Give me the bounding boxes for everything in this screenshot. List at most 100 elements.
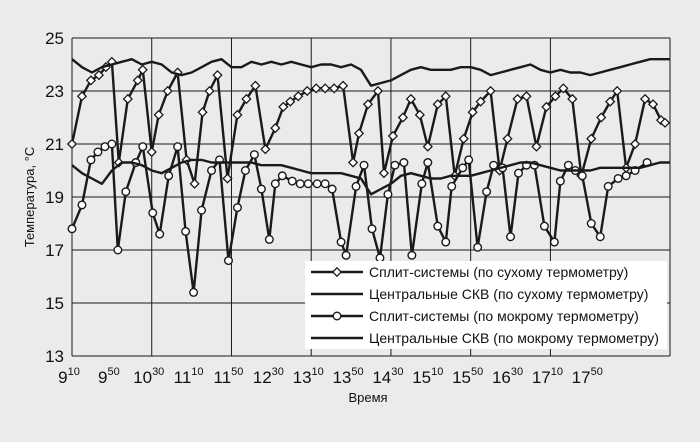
legend-label: Сплит-системы (по мокрому термометру) <box>369 308 639 324</box>
data-point-diamond <box>596 112 607 123</box>
data-point-diamond <box>232 109 243 120</box>
data-point-circle <box>155 229 165 239</box>
x-tick-minute: 50 <box>231 366 243 378</box>
data-point-circle <box>458 163 468 173</box>
x-tick-minute: 10 <box>312 366 324 378</box>
data-point-circle <box>383 189 393 199</box>
y-tick-label: 15 <box>45 294 64 313</box>
data-point-diamond <box>329 83 340 94</box>
data-point-diamond <box>189 178 200 189</box>
data-point-diamond <box>76 91 88 102</box>
data-point-circle <box>390 160 400 170</box>
data-point-circle <box>86 155 96 165</box>
data-point-diamond <box>320 83 331 94</box>
x-tick-minute: 30 <box>511 366 523 378</box>
data-point-diamond <box>414 109 425 120</box>
data-point-diamond <box>378 168 390 179</box>
data-point-diamond <box>550 91 561 102</box>
x-tick-label: 1430 <box>372 366 403 387</box>
data-point-circle <box>207 165 217 175</box>
data-point-diamond <box>397 112 409 123</box>
data-point-diamond <box>270 122 281 134</box>
data-point-circle <box>295 179 305 189</box>
data-point-diamond <box>311 83 322 94</box>
data-point-diamond <box>122 93 133 105</box>
data-point-circle <box>407 250 417 260</box>
data-point-diamond <box>285 96 296 107</box>
data-point-circle <box>336 237 346 247</box>
data-point-diamond <box>362 99 374 110</box>
data-point-circle <box>423 158 433 168</box>
data-point-circle <box>417 179 427 189</box>
data-point-circle <box>197 205 207 215</box>
data-point-diamond <box>153 109 164 120</box>
data-point-diamond <box>162 85 173 97</box>
x-tick-hour: 13 <box>332 368 351 387</box>
data-point-circle <box>577 171 587 181</box>
data-point-diamond <box>66 138 78 150</box>
data-point-circle <box>107 139 117 149</box>
x-tick-minute: 30 <box>272 366 284 378</box>
data-point-diamond <box>605 96 616 107</box>
legend-marker-circle <box>332 311 342 321</box>
data-point-circle <box>287 176 297 186</box>
legend-label: Центральные СКВ (по мокрому термометру) <box>369 330 659 346</box>
x-tick-label: 1510 <box>412 366 443 387</box>
data-point-diamond <box>172 67 183 78</box>
y-tick-label: 21 <box>45 135 64 154</box>
x-tick-hour: 15 <box>412 368 431 387</box>
data-point-diamond <box>612 85 623 97</box>
data-point-circle <box>595 232 605 242</box>
data-point-circle <box>277 171 287 181</box>
data-point-diamond <box>347 157 359 168</box>
data-point-diamond <box>639 93 651 105</box>
x-tick-label: 910 <box>58 366 80 387</box>
data-point-circle <box>586 218 596 228</box>
data-point-circle <box>312 179 322 189</box>
data-point-circle <box>341 250 351 260</box>
data-point-circle <box>249 150 259 160</box>
data-point-diamond <box>586 133 597 144</box>
x-tick-label: 1350 <box>332 366 363 387</box>
data-point-circle <box>539 221 549 231</box>
x-tick-label: 1110 <box>174 366 204 387</box>
data-point-circle <box>320 179 330 189</box>
data-point-circle <box>621 171 631 181</box>
data-point-circle <box>482 187 492 197</box>
data-point-diamond <box>422 141 433 152</box>
data-point-circle <box>603 181 613 191</box>
data-point-circle <box>514 168 524 178</box>
data-point-circle <box>93 147 103 157</box>
data-point-circle <box>303 179 313 189</box>
data-point-circle <box>506 232 516 242</box>
x-tick-minute: 10 <box>551 366 563 378</box>
data-point-diamond <box>212 69 223 81</box>
x-tick-minute: 30 <box>391 366 403 378</box>
x-tick-hour: 15 <box>452 368 471 387</box>
data-point-circle <box>359 160 369 170</box>
data-point-circle <box>351 181 361 191</box>
legend-label: Сплит-системы (по сухому термометру) <box>369 264 628 280</box>
data-point-diamond <box>432 99 443 110</box>
data-point-diamond <box>541 101 552 113</box>
x-tick-label: 950 <box>98 366 120 387</box>
data-point-diamond <box>659 117 671 128</box>
data-point-diamond <box>567 93 578 105</box>
data-point-circle <box>270 179 280 189</box>
data-point-circle <box>264 234 274 244</box>
data-point-circle <box>223 256 233 266</box>
data-point-circle <box>473 242 483 252</box>
x-tick-label: 1230 <box>253 366 284 387</box>
x-tick-hour: 11 <box>174 368 192 387</box>
data-point-diamond <box>387 130 399 142</box>
data-point-circle <box>549 237 559 247</box>
legend-label: Центральные СКВ (по сухому термометру) <box>369 286 648 302</box>
x-tick-label: 1310 <box>293 366 324 387</box>
y-tick-label: 25 <box>45 29 64 48</box>
data-point-circle <box>441 237 451 247</box>
data-point-circle <box>433 221 443 231</box>
data-point-diamond <box>647 99 659 110</box>
x-tick-hour: 13 <box>293 368 312 387</box>
legend-box <box>305 261 667 349</box>
